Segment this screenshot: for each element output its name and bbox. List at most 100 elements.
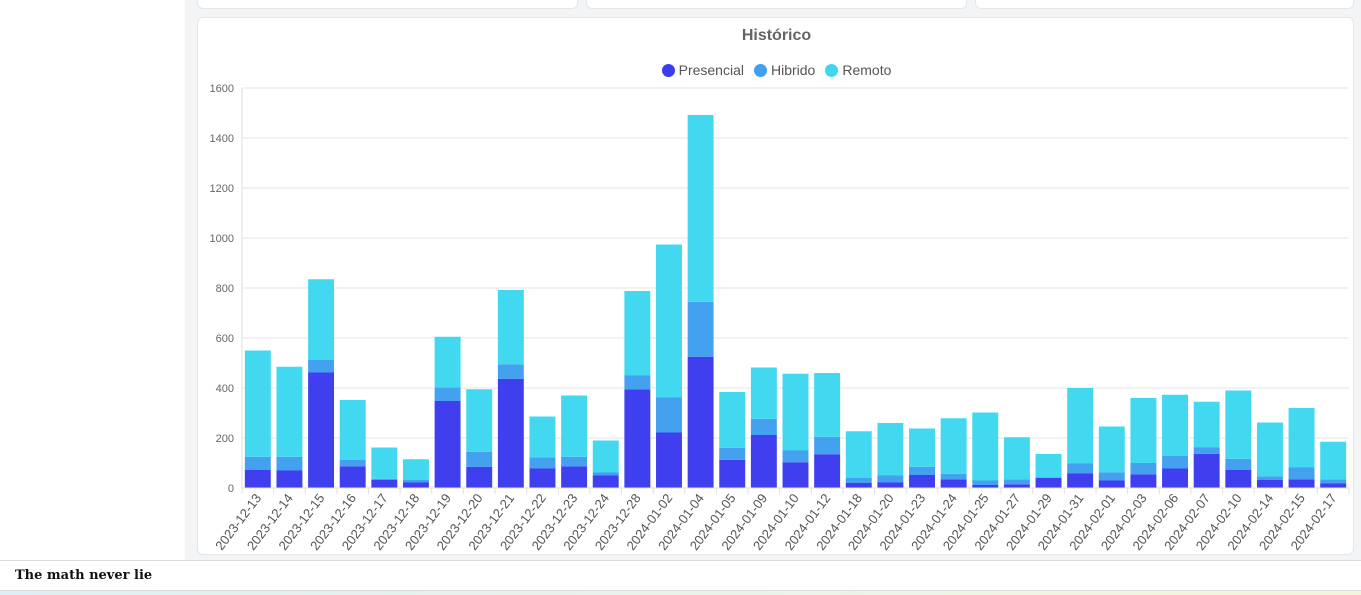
bar-presencial-2024-01-29: [1035, 478, 1062, 488]
bar-hibrido-2024-01-29: [1035, 477, 1062, 478]
bar-hibrido-2024-01-20: [877, 475, 904, 483]
bar-remoto-2024-02-15: [1288, 408, 1315, 468]
bar-hibrido-2024-01-05: [719, 447, 746, 460]
bar-remoto-2023-12-28: [624, 291, 651, 376]
bar-remoto-2024-01-18: [845, 431, 872, 478]
bar-hibrido-2024-01-04: [687, 301, 714, 357]
bar-presencial-2023-12-14: [276, 470, 303, 488]
bar-presencial-2024-02-14: [1256, 480, 1283, 488]
bar-hibrido-2024-02-14: [1256, 476, 1283, 480]
bar-hibrido-2024-02-17: [1320, 479, 1347, 484]
y-tick-label: 1400: [210, 133, 234, 145]
bar-remoto-2023-12-20: [466, 389, 493, 452]
bar-presencial-2024-02-10: [1225, 470, 1252, 488]
bar-hibrido-2023-12-21: [497, 364, 524, 379]
bar-remoto-2024-01-05: [719, 392, 746, 448]
bar-remoto-2024-02-06: [1162, 394, 1189, 456]
y-tick-label: 400: [216, 383, 234, 395]
summary-card-1: [197, 0, 578, 9]
bar-remoto-2024-01-29: [1035, 454, 1062, 478]
y-tick-label: 1200: [210, 183, 234, 195]
bar-hibrido-2023-12-20: [466, 451, 493, 467]
bar-hibrido-2023-12-14: [276, 456, 303, 471]
bar-hibrido-2024-02-01: [1098, 472, 1125, 481]
bar-hibrido-2023-12-13: [244, 456, 271, 470]
y-tick-label: 1600: [210, 83, 234, 95]
y-tick-label: 600: [216, 333, 234, 345]
summary-card-3: [975, 0, 1354, 9]
bar-presencial-2024-01-18: [845, 483, 872, 488]
bar-presencial-2023-12-19: [434, 401, 461, 488]
y-tick-label: 800: [216, 283, 234, 295]
bar-hibrido-2023-12-15: [308, 360, 335, 373]
bar-presencial-2024-02-06: [1162, 468, 1189, 488]
bar-remoto-2023-12-23: [561, 395, 588, 457]
bar-presencial-2023-12-15: [308, 372, 335, 488]
bar-presencial-2023-12-21: [497, 378, 524, 488]
bar-presencial-2023-12-24: [592, 475, 619, 488]
legend-item-hibrido[interactable]: Hibrido: [753, 62, 816, 78]
bar-hibrido-2024-02-15: [1288, 467, 1315, 480]
bar-remoto-2024-02-03: [1130, 398, 1157, 463]
bar-presencial-2024-01-31: [1067, 473, 1094, 488]
bar-remoto-2023-12-17: [371, 447, 398, 479]
bar-hibrido-2024-01-25: [972, 480, 999, 485]
bar-hibrido-2023-12-18: [402, 480, 429, 483]
chart-title: Histórico: [741, 27, 812, 44]
bar-hibrido-2023-12-17: [371, 478, 398, 480]
bar-hibrido-2024-01-27: [1003, 479, 1030, 485]
legend-item-remoto[interactable]: Remoto: [825, 62, 891, 78]
bar-presencial-2024-02-07: [1193, 453, 1220, 488]
bottom-strip: [0, 591, 1361, 595]
bar-remoto-2023-12-22: [529, 416, 556, 458]
bar-hibrido-2024-01-10: [782, 450, 809, 463]
bar-presencial-2024-01-09: [750, 435, 777, 488]
bar-remoto-2024-01-24: [940, 418, 967, 474]
bar-presencial-2023-12-18: [402, 482, 429, 488]
bar-remoto-2023-12-18: [402, 459, 429, 480]
bar-remoto-2023-12-15: [308, 279, 335, 360]
bar-presencial-2024-02-17: [1320, 483, 1347, 488]
bar-hibrido-2023-12-24: [592, 472, 619, 476]
bar-remoto-2024-02-10: [1225, 390, 1252, 459]
chart-card: 0 200 400 600 800 1000 1200 1400 1600 2023-12-13 2…: [197, 17, 1354, 555]
bar-hibrido-2023-12-28: [624, 375, 651, 390]
footer-text: The math never lie: [15, 568, 153, 583]
bar-hibrido-2024-01-31: [1067, 463, 1094, 474]
bar-hibrido-2024-01-12: [814, 436, 841, 455]
bar-presencial-2024-01-27: [1003, 484, 1030, 488]
legend-label-presencial: Presencial: [678, 62, 744, 78]
bar-hibrido-2024-01-02: [656, 397, 682, 433]
legend-swatch-remoto: [825, 63, 839, 77]
bar-hibrido-2024-01-23: [909, 466, 935, 475]
bar-hibrido-2024-01-24: [940, 473, 967, 480]
bar-remoto-2024-02-14: [1256, 422, 1283, 477]
bar-presencial-2023-12-17: [371, 480, 398, 488]
bar-presencial-2024-01-24: [940, 479, 967, 488]
legend-label-hibrido: Hibrido: [770, 62, 816, 78]
legend-item-presencial[interactable]: Presencial: [661, 62, 744, 78]
bar-remoto-2024-01-25: [972, 412, 999, 481]
bar-remoto-2024-01-04: [687, 115, 714, 302]
bar-presencial-2023-12-16: [339, 466, 366, 488]
bar-remoto-2023-12-14: [276, 366, 303, 457]
bar-presencial-2023-12-13: [244, 470, 271, 488]
legend-swatch-hibrido: [753, 63, 767, 77]
bar-hibrido-2023-12-23: [561, 456, 588, 467]
bar-remoto-2024-01-20: [877, 423, 904, 476]
bar-presencial-2024-01-10: [782, 462, 809, 488]
bar-presencial-2024-01-25: [972, 485, 999, 488]
bar-remoto-2024-01-10: [782, 373, 809, 451]
bar-hibrido-2023-12-22: [529, 457, 556, 469]
bar-presencial-2023-12-20: [466, 466, 493, 488]
bar-remoto-2024-02-01: [1098, 426, 1125, 473]
summary-card-2: [586, 0, 967, 9]
stacked-bar-chart: 020040060080010001200140016002023-12-132…: [210, 83, 1350, 553]
chart-legend: Presencial Hibrido Remoto: [198, 62, 1355, 78]
bar-presencial-2024-02-03: [1130, 474, 1157, 488]
sidebar: [0, 0, 185, 560]
bar-presencial-2023-12-28: [624, 389, 651, 488]
bar-remoto-2023-12-21: [497, 290, 524, 365]
bar-hibrido-2024-01-09: [750, 418, 777, 435]
